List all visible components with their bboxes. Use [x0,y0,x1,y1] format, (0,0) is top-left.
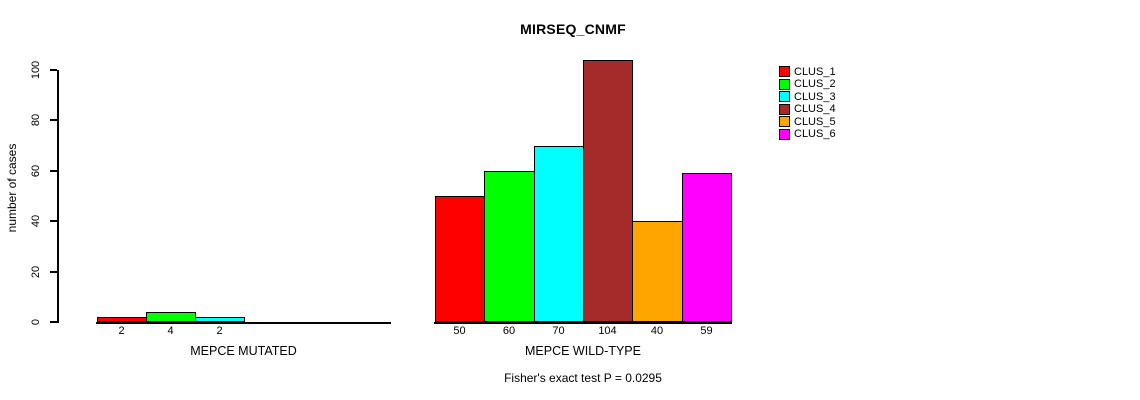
bar-value-label: 60 [502,325,516,337]
bar [682,173,732,322]
legend-row: CLUS_2 [779,78,836,90]
y-tick-label: 20 [30,265,42,279]
y-tick-label: 60 [30,164,42,178]
bar [146,312,196,322]
bar [534,146,584,322]
legend-row: CLUS_3 [779,91,836,103]
legend-row: CLUS_4 [779,103,836,115]
fisher-test-annotation: Fisher's exact test P = 0.0295 [504,371,662,385]
bar-value-label: 40 [650,325,664,337]
y-axis-label: number of cases [5,143,19,233]
group-baseline [434,322,732,324]
bar [195,317,245,322]
group-label: MEPCE MUTATED [190,344,297,358]
legend-row: CLUS_1 [779,66,836,78]
chart-title: MIRSEQ_CNMF [520,21,626,37]
bar [97,317,147,322]
y-tick [50,220,57,222]
y-tick [50,170,57,172]
legend-swatch [779,66,790,77]
y-tick [50,271,57,273]
legend-swatch [779,78,790,90]
y-tick [50,119,57,121]
legend-label: CLUS_4 [794,103,836,115]
bar [583,60,633,322]
y-tick-label: 100 [30,60,42,80]
bar [632,221,683,322]
group-baseline [96,322,391,324]
legend-swatch [779,116,790,127]
legend-label: CLUS_6 [794,128,836,140]
legend-swatch [779,128,790,140]
bar-value-label: 104 [598,325,617,337]
legend-swatch [779,103,790,115]
bar-value-label: 2 [216,325,223,337]
y-tick [50,321,57,323]
legend-label: CLUS_3 [794,90,836,103]
bar-value-label: 70 [552,325,565,337]
bar-value-label: 4 [167,325,174,337]
legend-label: CLUS_2 [794,78,836,90]
legend-row: CLUS_6 [779,128,836,140]
legend-label: CLUS_1 [794,65,836,78]
bar-value-label: 50 [453,325,466,337]
y-tick-label: 40 [30,214,42,228]
y-tick [50,69,57,71]
bar [435,196,485,322]
legend-row: CLUS_5 [779,116,836,128]
bar-value-label: 59 [700,325,713,337]
bar [484,171,535,322]
legend-label: CLUS_5 [794,115,836,128]
y-tick-label: 0 [30,318,42,326]
group-label: MEPCE WILD-TYPE [525,344,641,358]
y-tick-label: 80 [30,113,42,127]
y-axis [57,70,59,323]
bar-value-label: 2 [118,325,125,337]
legend-swatch [779,91,790,102]
